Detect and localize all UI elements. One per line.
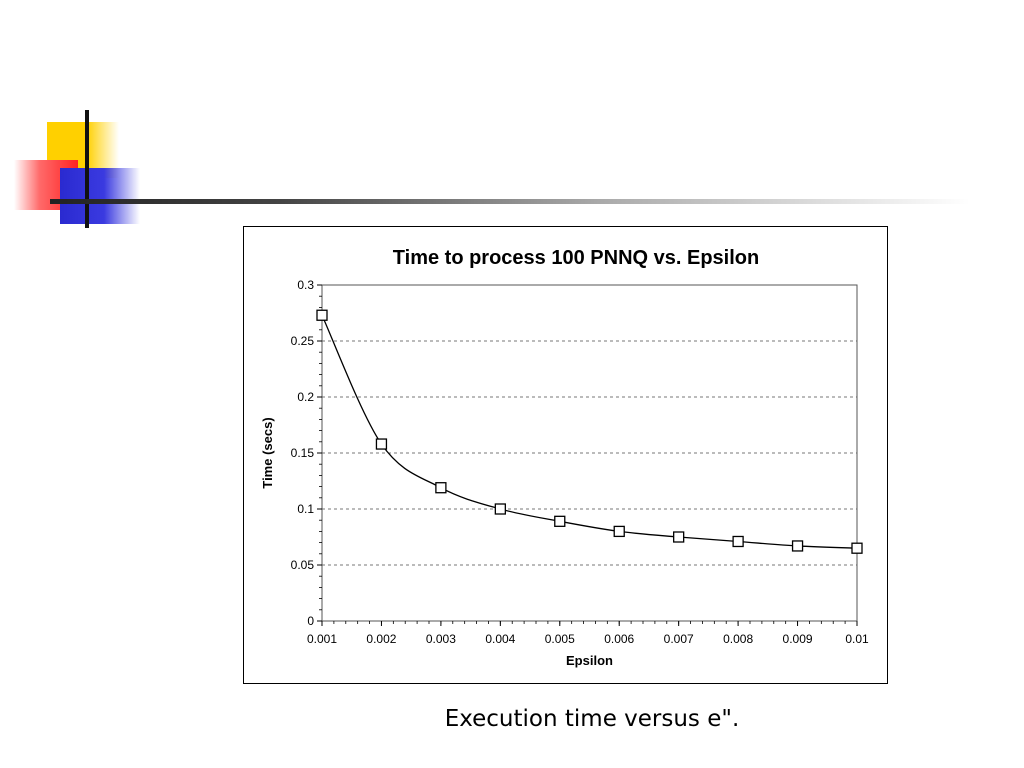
x-tick-label: 0.003 [426, 632, 456, 646]
gridlines [322, 340, 857, 566]
data-point-marker [494, 503, 506, 515]
decor-vertical-line [85, 110, 89, 228]
data-point-marker [435, 482, 447, 494]
y-axis-ticks: 0 0.05 0.1 0.15 0.2 0.25 0.3 [291, 278, 322, 628]
y-axis-label: Time (secs) [260, 417, 275, 488]
data-point-marker [613, 525, 625, 538]
y-tick-label: 0.05 [291, 558, 315, 572]
x-tick-label: 0.008 [723, 632, 753, 646]
series-markers [316, 309, 863, 554]
y-tick-label: 0.25 [291, 334, 315, 348]
x-tick-label: 0.006 [604, 632, 634, 646]
x-axis-ticks: 0.001 0.002 0.003 0.004 0.005 0.006 0.007 0.008… [307, 621, 869, 646]
data-point-marker [791, 540, 804, 552]
y-tick-label: 0.3 [297, 278, 314, 292]
data-point-marker [851, 542, 863, 554]
x-tick-label: 0.005 [545, 632, 575, 646]
chart-frame: Time to process 100 PNNQ vs. Epsilon 0 0.… [243, 226, 888, 684]
chart-title: Time to process 100 PNNQ vs. Epsilon [393, 247, 759, 269]
x-tick-label: 0.009 [783, 632, 813, 646]
decor-blue-square [60, 168, 140, 224]
data-point-marker [732, 535, 744, 548]
data-point-marker [316, 309, 328, 321]
y-tick-label: 0.15 [291, 446, 315, 460]
data-point-marker [673, 531, 685, 543]
decor-horizontal-rule [50, 199, 970, 204]
x-tick-label: 0.001 [307, 632, 337, 646]
y-tick-label: 0 [307, 614, 314, 628]
x-axis-label: Epsilon [566, 653, 613, 668]
minor-ticks [319, 284, 858, 624]
data-point-marker [375, 438, 388, 450]
x-tick-label: 0.007 [664, 632, 694, 646]
x-tick-label: 0.01 [845, 632, 869, 646]
y-tick-label: 0.2 [297, 390, 314, 404]
series-line [321, 314, 858, 549]
slide-caption: Execution time versus e". [444, 706, 740, 732]
x-tick-label: 0.004 [485, 632, 515, 646]
chart: Time to process 100 PNNQ vs. Epsilon 00.… [260, 247, 869, 668]
data-point-marker [554, 515, 566, 527]
x-tick-label: 0.002 [366, 632, 396, 646]
y-tick-label: 0.1 [297, 502, 314, 516]
